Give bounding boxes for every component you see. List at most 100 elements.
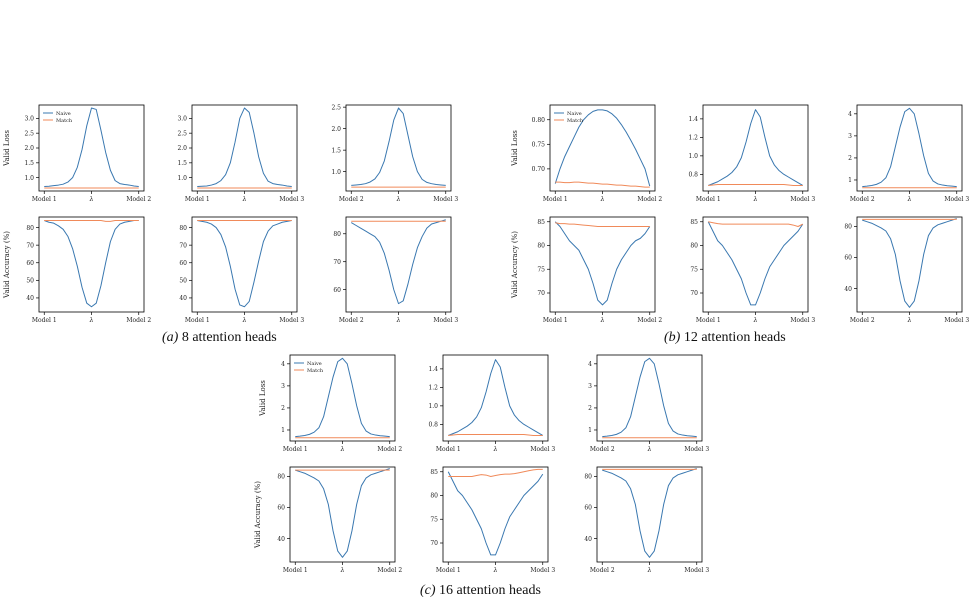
- subplot-c-6: 40 60 80 Model 2 λ Model 3: [584, 466, 709, 574]
- series-line-match: [555, 222, 650, 227]
- x-tick-label: Model 2: [339, 196, 364, 203]
- y-tick-label: 80: [430, 493, 438, 500]
- x-tick-label: Model 2: [590, 446, 615, 453]
- legend-label-match: Match: [567, 118, 584, 124]
- subplot-c-4: 40 60 80 Model 1 λ Model 2 Valid Accuracy (%): [254, 466, 402, 574]
- y-axis-label: Valid Accuracy (%): [511, 231, 519, 299]
- x-tick-label: Model 3: [279, 317, 304, 324]
- plot-frame: [596, 466, 703, 563]
- plot-frame: [191, 216, 298, 313]
- x-tick-label: λ: [340, 446, 345, 453]
- y-tick-label: 40: [179, 295, 187, 302]
- y-tick-label: 70: [537, 290, 545, 297]
- y-axis-label: Valid Loss: [259, 380, 267, 417]
- plot-frame: [702, 104, 809, 192]
- series-line-naive: [44, 220, 139, 308]
- x-tick-label: Model 1: [543, 317, 568, 324]
- x-tick-label: Model 2: [126, 196, 151, 203]
- y-tick-label: 1.0: [331, 169, 341, 176]
- series-line-naive: [447, 471, 544, 556]
- series-line-naive: [708, 109, 804, 186]
- series-line-naive: [448, 359, 544, 436]
- series-line-match: [44, 220, 139, 222]
- y-tick-label: 40: [277, 536, 285, 543]
- y-tick-label: 2: [848, 155, 852, 162]
- y-tick-label: 70: [26, 242, 34, 249]
- y-tick-label: 60: [844, 255, 852, 262]
- plot-frame: [345, 104, 452, 192]
- legend-label-naive: Naive: [567, 111, 582, 117]
- x-tick-label: λ: [340, 567, 345, 574]
- caption-b-label: (b): [664, 330, 681, 345]
- series-line-naive: [295, 357, 390, 438]
- x-tick-label: Model 1: [436, 567, 461, 574]
- subplot-b-6: 40 60 80 Model 2 λ Model 3: [844, 216, 969, 324]
- x-tick-label: Model 2: [377, 567, 402, 574]
- plot-frame: [289, 354, 396, 442]
- x-tick-label: Model 2: [850, 317, 875, 324]
- x-tick-label: Model 3: [684, 567, 709, 574]
- x-tick-label: Model 1: [185, 196, 210, 203]
- subplot-b-3: 1 2 3 4 Model 2 λ Model 3: [848, 104, 969, 203]
- y-tick-label: 60: [277, 505, 285, 512]
- y-tick-label: 0.8: [688, 172, 698, 179]
- y-tick-label: 60: [26, 260, 34, 267]
- series-line-naive: [707, 221, 804, 306]
- subplot-c-2: 0.8 1.0 1.2 1.4 Model 1 λ Model 3: [428, 354, 555, 453]
- y-axis-label: Valid Accuracy (%): [254, 481, 262, 549]
- x-tick-label: Model 3: [433, 196, 458, 203]
- y-tick-label: 3.0: [177, 116, 187, 123]
- plot-frame: [191, 104, 298, 192]
- y-tick-label: 1: [281, 427, 285, 434]
- x-tick-label: Model 3: [944, 317, 969, 324]
- subplot-b-2: 0.8 1.0 1.2 1.4 Model 1 λ Model 3: [688, 104, 815, 203]
- x-tick-label: λ: [89, 196, 94, 203]
- series-line-naive: [602, 468, 697, 558]
- y-tick-label: 85: [690, 219, 698, 226]
- x-tick-label: Model 3: [790, 196, 815, 203]
- y-tick-label: 50: [26, 278, 34, 285]
- y-tick-label: 85: [430, 469, 438, 476]
- plot-frame: [702, 216, 809, 313]
- y-tick-label: 2.0: [177, 145, 187, 152]
- x-tick-label: λ: [242, 317, 247, 324]
- x-tick-label: Model 1: [185, 317, 210, 324]
- series-line-match: [708, 221, 803, 227]
- y-tick-label: 60: [333, 287, 341, 294]
- caption-b-text: 12 attention heads: [683, 330, 786, 345]
- subplot-a-3: 1.0 1.5 2.0 2.5 Model 2 λ Model 3: [331, 104, 458, 203]
- y-tick-label: 2.5: [177, 130, 187, 137]
- y-tick-label: 2.5: [331, 104, 341, 111]
- x-tick-label: Model 2: [637, 196, 662, 203]
- y-tick-label: 75: [537, 266, 545, 273]
- y-axis-label: Valid Accuracy (%): [3, 231, 11, 299]
- plot-frame: [549, 104, 656, 192]
- subplot-a-2: 1.0 1.5 2.0 2.5 3.0 Model 1 λ Model 3: [177, 104, 304, 203]
- x-tick-label: λ: [647, 567, 652, 574]
- x-tick-label: Model 1: [32, 196, 57, 203]
- x-tick-label: Model 1: [32, 317, 57, 324]
- x-tick-label: Model 3: [433, 317, 458, 324]
- caption-a: (a) 8 attention heads: [162, 330, 277, 346]
- series-line-match: [555, 181, 650, 188]
- y-tick-label: 4: [588, 361, 592, 368]
- y-tick-label: 85: [537, 219, 545, 226]
- plot-frame: [549, 216, 656, 313]
- caption-c-label: (c): [420, 583, 436, 598]
- series-line-match: [448, 434, 543, 436]
- legend-label-match: Match: [56, 118, 73, 124]
- plot-frame: [596, 354, 703, 442]
- x-tick-label: Model 3: [530, 446, 555, 453]
- x-tick-label: Model 1: [543, 196, 568, 203]
- x-tick-label: Model 1: [283, 567, 308, 574]
- subplot-b-4: 70 75 80 85 Model 1 λ Model 2 Valid Accuracy (%…: [511, 216, 662, 324]
- y-tick-label: 1.0: [177, 175, 187, 182]
- y-tick-label: 4: [281, 361, 285, 368]
- caption-a-label: (a): [162, 330, 179, 345]
- y-tick-label: 40: [26, 295, 34, 302]
- plot-frame: [442, 466, 549, 563]
- y-tick-label: 70: [430, 540, 438, 547]
